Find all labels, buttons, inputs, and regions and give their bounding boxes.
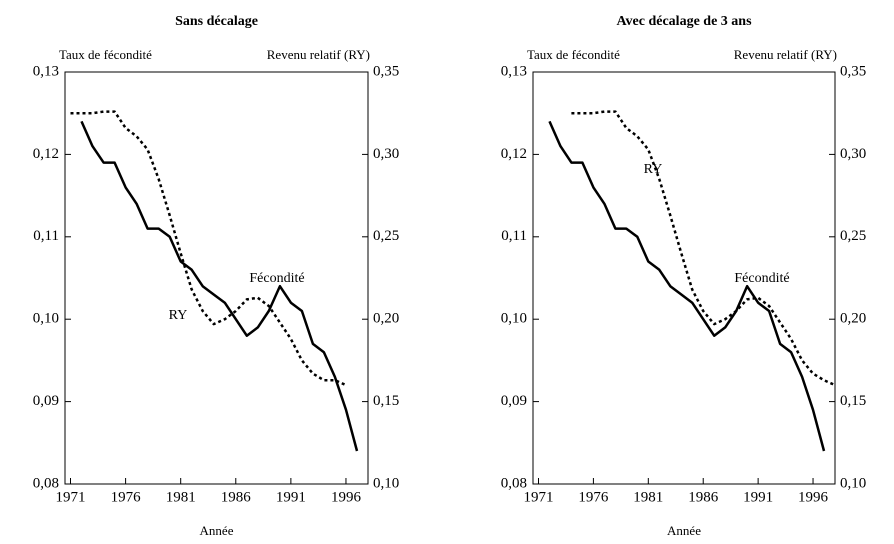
series-line	[70, 110, 347, 387]
y-tick-label: 0,09	[501, 393, 527, 409]
y-axis-label: Taux de fécondité	[527, 47, 620, 62]
chart-title: Sans décalage	[175, 14, 258, 29]
y-tick-label: 0,10	[501, 311, 527, 327]
y-tick-label: 0,13	[501, 63, 527, 79]
series-annotation: RY	[644, 162, 663, 177]
series-annotation: Fécondité	[734, 271, 789, 286]
y2-tick-label: 0,25	[373, 228, 399, 244]
y2-tick-label: 0,15	[840, 393, 866, 409]
y2-tick-label: 0,35	[373, 63, 399, 79]
y2-tick-label: 0,10	[840, 475, 866, 491]
plot-frame	[64, 71, 369, 485]
series-annotation: Fécondité	[249, 271, 304, 286]
y-tick-label: 0,08	[501, 475, 527, 491]
y2-axis-label: Revenu relatif (RY)	[734, 47, 837, 62]
x-tick-label: 1981	[166, 489, 196, 505]
y-tick-label: 0,08	[33, 475, 59, 491]
x-tick-label: 1981	[633, 489, 663, 505]
y-tick-label: 0,09	[33, 393, 59, 409]
y2-tick-label: 0,30	[840, 146, 866, 162]
y2-tick-label: 0,20	[373, 311, 399, 327]
series-line	[571, 110, 836, 387]
y2-axis-label: Revenu relatif (RY)	[267, 47, 370, 62]
y2-tick-label: 0,30	[373, 146, 399, 162]
series-line	[80, 120, 359, 452]
y-tick-label: 0,11	[501, 228, 527, 244]
x-tick-label: 1991	[276, 489, 306, 505]
x-axis-label: Année	[667, 523, 701, 538]
x-tick-label: 1986	[688, 489, 719, 505]
plot-frame	[532, 71, 836, 485]
y2-tick-label: 0,25	[840, 228, 866, 244]
x-tick-label: 1996	[331, 489, 362, 505]
series-line	[548, 120, 826, 452]
series-annotation: RY	[169, 308, 188, 323]
x-tick-label: 1996	[798, 489, 829, 505]
y-tick-label: 0,11	[33, 228, 59, 244]
y2-tick-label: 0,20	[840, 311, 866, 327]
x-tick-label: 1991	[743, 489, 773, 505]
x-tick-label: 1971	[523, 489, 553, 505]
y-tick-label: 0,12	[501, 146, 527, 162]
y2-tick-label: 0,15	[373, 393, 399, 409]
y-tick-label: 0,13	[33, 63, 59, 79]
y-tick-label: 0,12	[33, 146, 59, 162]
x-tick-label: 1976	[111, 489, 142, 505]
x-axis-label: Année	[200, 523, 234, 538]
y-axis-label: Taux de fécondité	[59, 47, 152, 62]
y2-tick-label: 0,35	[840, 63, 866, 79]
x-tick-label: 1971	[56, 489, 86, 505]
x-tick-label: 1986	[221, 489, 252, 505]
y2-tick-label: 0,10	[373, 475, 399, 491]
x-tick-label: 1976	[578, 489, 609, 505]
chart-title: Avec décalage de 3 ans	[616, 14, 752, 29]
y-tick-label: 0,10	[33, 311, 59, 327]
